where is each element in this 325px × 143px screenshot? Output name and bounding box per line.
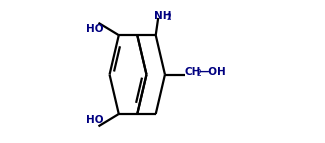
Text: NH: NH: [154, 11, 171, 21]
Text: HO: HO: [86, 115, 104, 125]
Text: 2: 2: [196, 69, 201, 79]
Text: 2: 2: [167, 13, 172, 22]
Text: CH: CH: [185, 67, 201, 77]
Text: —OH: —OH: [199, 67, 226, 77]
Text: HO: HO: [86, 24, 104, 34]
